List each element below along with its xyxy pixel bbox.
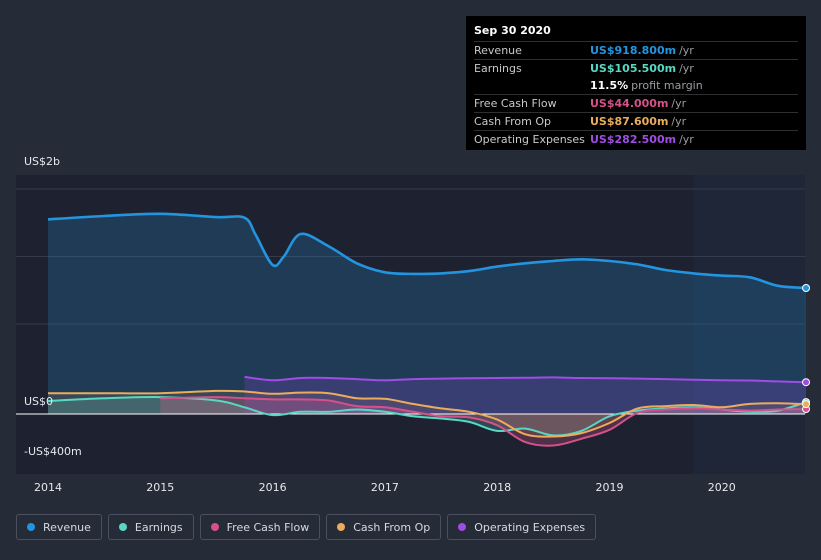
tooltip-row-unit: /yr	[679, 133, 694, 146]
legend-item-revenue[interactable]: Revenue	[16, 514, 102, 540]
tooltip-row-value: 11.5%	[590, 79, 629, 92]
revenue-line	[47, 212, 807, 290]
cash-from-op-line	[48, 389, 807, 438]
tooltip-row-value: US$918.800m	[590, 44, 677, 57]
free-cash-flow-area	[160, 397, 807, 446]
x-tick-2016: 2016	[259, 481, 287, 494]
tooltip-row: Cash From Op US$87.600m/yr	[474, 112, 798, 130]
earnings-line	[47, 396, 807, 437]
tooltip-row-value: US$282.500m	[590, 133, 677, 146]
tooltip-row: Operating Expenses US$282.500m/yr	[474, 130, 798, 148]
x-tick-2018: 2018	[483, 481, 511, 494]
x-tick-2014: 2014	[34, 481, 62, 494]
legend-dot-icon	[27, 523, 35, 531]
series-end-dots	[802, 284, 811, 414]
gridlines	[16, 188, 805, 325]
legend-label: Earnings	[134, 520, 183, 534]
legend-label: Operating Expenses	[474, 520, 586, 534]
legend-label: Revenue	[43, 520, 91, 534]
x-tick-2020: 2020	[708, 481, 736, 494]
tooltip-row-unit: /yr	[679, 62, 694, 75]
tooltip-row-unit: profit margin	[631, 79, 703, 92]
tooltip-row-unit: /yr	[671, 97, 687, 110]
tooltip-row-label: Operating Expenses	[474, 133, 585, 146]
x-tick-2017: 2017	[371, 481, 399, 494]
x-tick-2019: 2019	[596, 481, 624, 494]
tooltip-row-label: Revenue	[474, 44, 522, 57]
tooltip-row: Earnings US$105.500m/yr	[474, 59, 798, 77]
cash-from-op-end-dot	[802, 400, 811, 409]
tooltip-row: 11.5% profit margin	[474, 77, 798, 94]
operating-expenses-area	[244, 376, 806, 414]
tooltip-row-value: US$105.500m	[590, 62, 677, 75]
tooltip-row-value: US$44.000m	[590, 97, 669, 110]
y-tick-label-top: US$2b	[24, 155, 61, 168]
tooltip-row-label: Cash From Op	[474, 115, 552, 128]
operating-expenses-line	[244, 375, 807, 384]
legend-item-free-cash-flow[interactable]: Free Cash Flow	[199, 514, 321, 540]
revenue-area	[48, 213, 806, 414]
legend: Revenue Earnings Free Cash Flow Cash From O…	[16, 514, 597, 540]
tooltip-date: Sep 30 2020	[474, 24, 551, 37]
revenue-end-dot	[802, 284, 811, 292]
chart-area: 2014 2015 2016 2017 2018 2019 2020	[16, 188, 811, 494]
tooltip-row-value: US$87.600m	[590, 115, 669, 128]
legend-dot-icon	[458, 523, 467, 531]
series-lines	[47, 212, 807, 447]
y-tick-label-zero: US$0	[24, 395, 54, 408]
tooltip: Sep 30 2020 Revenue US$918.800m/yr Earning…	[466, 16, 806, 150]
legend-label: Cash From Op	[353, 520, 431, 534]
series-areas	[48, 213, 807, 446]
legend-dot-icon	[337, 523, 346, 531]
tooltip-row: Free Cash Flow US$44.000m/yr	[474, 94, 798, 112]
legend-item-cash-from-op[interactable]: Cash From Op	[326, 514, 442, 540]
tooltip-row-label: Earnings	[474, 62, 522, 75]
x-axis-ticks: 2014 2015 2016 2017 2018 2019 2020	[34, 481, 736, 494]
tooltip-row: Revenue US$918.800m/yr	[474, 41, 798, 59]
tooltip-row-unit: /yr	[671, 115, 687, 128]
legend-item-earnings[interactable]: Earnings	[107, 514, 194, 540]
tooltip-row-unit: /yr	[679, 44, 694, 57]
legend-dot-icon	[118, 523, 127, 531]
x-tick-2015: 2015	[146, 481, 174, 494]
y-tick-label-bottom: -US$400m	[24, 445, 82, 458]
tooltip-row-label: Free Cash Flow	[474, 97, 557, 110]
legend-label: Free Cash Flow	[226, 520, 310, 534]
earnings-area	[48, 397, 806, 436]
free-cash-flow-line	[160, 396, 807, 447]
operating-expenses-end-dot	[802, 378, 811, 387]
legend-item-operating-expenses[interactable]: Operating Expenses	[447, 514, 597, 540]
legend-dot-icon	[210, 523, 219, 531]
